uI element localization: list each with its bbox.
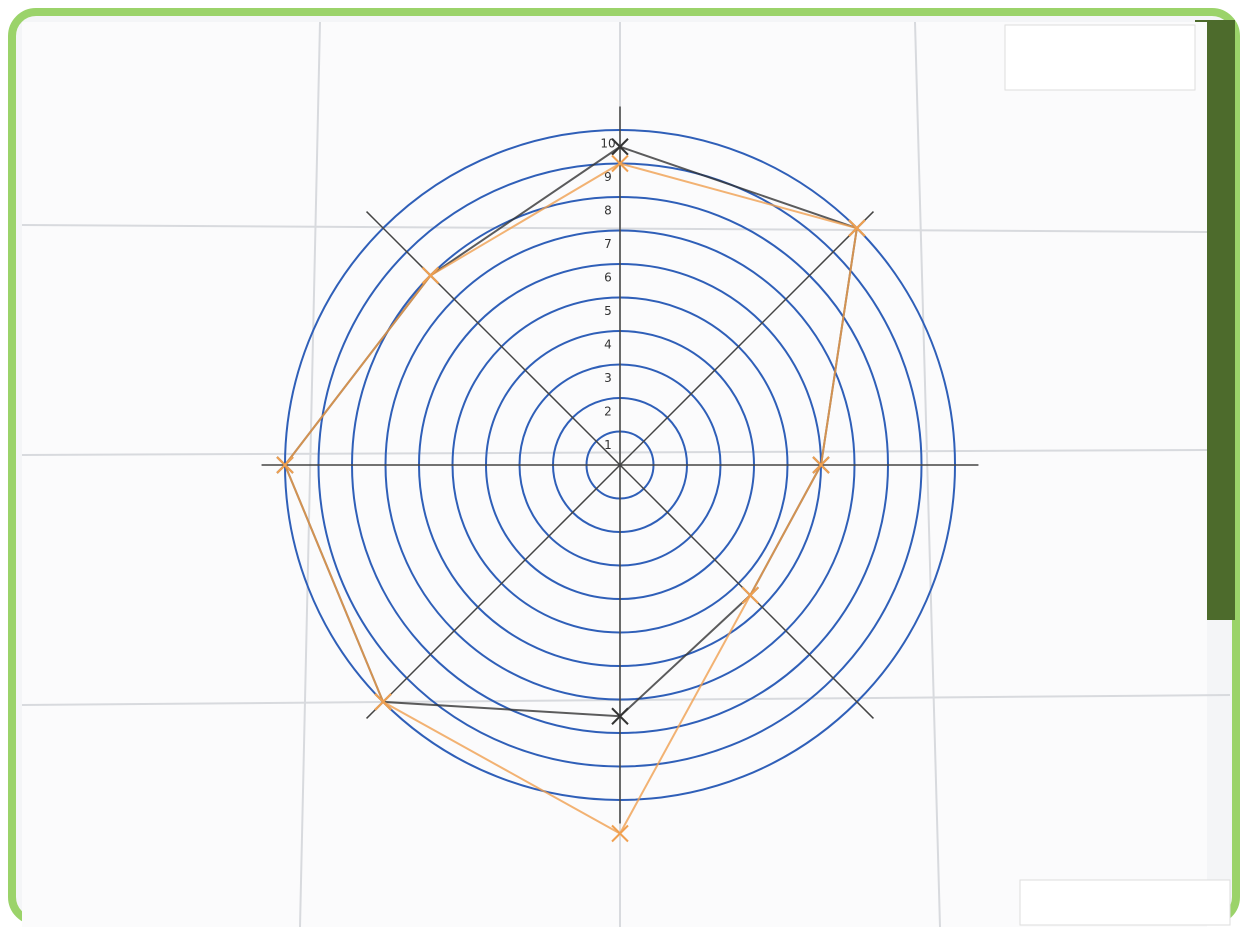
ring-label: 3 bbox=[604, 371, 612, 385]
page: 12345678910 (() => { const data = JSON.p… bbox=[0, 0, 1256, 941]
ring-label: 5 bbox=[604, 304, 612, 318]
ring-label: 6 bbox=[604, 271, 612, 285]
ring-label: 7 bbox=[604, 237, 612, 251]
chart: 12345678910 bbox=[0, 0, 1256, 941]
ring-label: 2 bbox=[604, 405, 612, 419]
note-paper bbox=[1020, 880, 1230, 925]
ring-label: 4 bbox=[604, 338, 612, 352]
note-paper bbox=[1005, 25, 1195, 90]
ring-label: 8 bbox=[604, 204, 612, 218]
ring-label: 10 bbox=[600, 137, 615, 151]
